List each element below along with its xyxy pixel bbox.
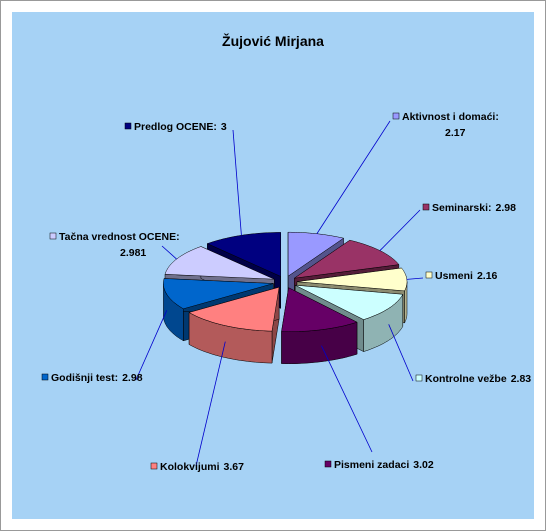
legend-key [415,374,423,382]
legend-key [422,203,430,211]
label-category: Seminarski: [432,202,492,214]
label-value: 2.98 [122,372,143,384]
label-value: 2.17 [445,127,466,139]
leader-line [388,324,414,382]
label-category: Pismeni zadaci [334,459,409,471]
label-category: Predlog OCENE: [134,121,217,133]
slice [281,287,358,332]
label-value: 2.83 [511,373,532,385]
legend-key [150,462,158,470]
slice [164,246,275,280]
label-category: Kolokvijumi [160,461,220,473]
leader-line [195,341,226,467]
slice [163,278,274,310]
label-category: Tačna vrednost OCENE: [59,231,180,243]
label-category: Usmeni [435,270,473,282]
slice [296,267,408,292]
leader-line [316,120,391,234]
legend-key [41,373,49,381]
label-value: 2.981 [120,247,146,259]
leader-line [135,310,168,381]
chart-title: Žujović Mirjana [222,32,324,49]
leader-line [161,245,177,260]
slice [188,286,280,332]
slice [295,284,404,320]
legend-key [324,460,332,468]
label-category: Aktivnost i domaći: [402,111,499,123]
legend-key [49,232,57,240]
leader-line [321,345,373,453]
label-value: 3 [221,121,227,133]
label-value: 3.02 [413,459,434,471]
leader-line [232,129,242,236]
label-category: Kontrolne vežbe [425,373,507,385]
legend-key [124,122,132,130]
label-value: 3.67 [224,461,245,473]
leader-line [379,209,421,251]
label-category: Godišnji test: [51,372,118,384]
leader-line [406,277,424,280]
legend-key [392,112,400,120]
label-value: 2.98 [496,202,517,214]
legend-key [425,271,433,279]
label-value: 2.16 [477,270,498,282]
slice [294,239,400,279]
